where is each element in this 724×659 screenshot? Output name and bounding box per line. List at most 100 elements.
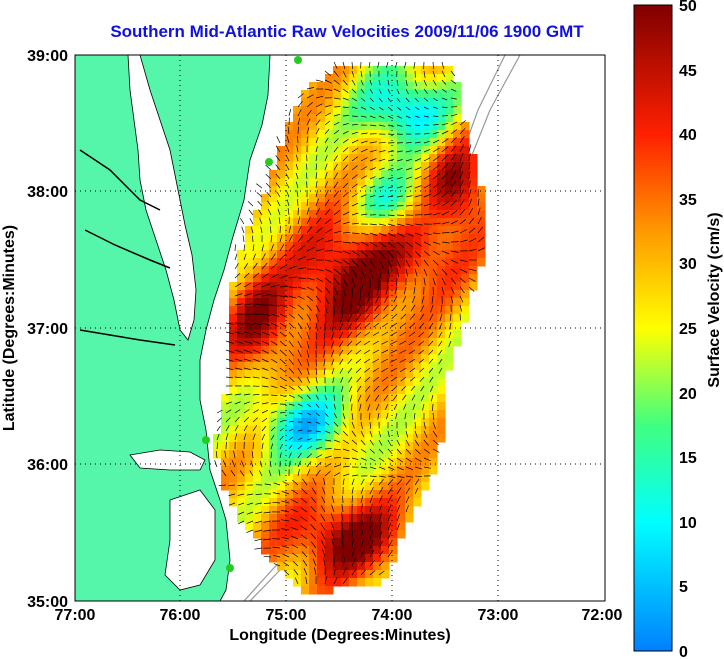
velocity-vector: [430, 394, 434, 402]
velocity-vector: [351, 106, 358, 110]
velocity-vector: [351, 232, 360, 234]
velocity-vector: [333, 394, 335, 401]
velocity-cell: [261, 466, 270, 475]
velocity-vector: [216, 425, 221, 432]
velocity-vector: [405, 439, 410, 447]
velocity-cell: [285, 498, 294, 507]
velocity-cell: [237, 506, 246, 515]
velocity-cell: [325, 114, 334, 123]
velocity-cell: [397, 274, 406, 283]
velocity-vector: [450, 162, 456, 171]
velocity-vector: [408, 331, 416, 337]
velocity-vector: [450, 129, 458, 135]
velocity-cell: [261, 490, 270, 499]
velocity-cell: [253, 226, 262, 235]
velocity-vector: [282, 481, 290, 486]
velocity-vector: [369, 503, 373, 513]
velocity-vector: [387, 97, 392, 103]
velocity-vector: [297, 216, 301, 225]
velocity-vector: [368, 61, 371, 69]
velocity-vector: [432, 250, 440, 256]
velocity-cell: [437, 290, 446, 299]
velocity-cell: [349, 226, 358, 235]
velocity-cell: [405, 466, 414, 475]
velocity-cell: [261, 258, 270, 267]
velocity-cell: [389, 66, 398, 75]
velocity-vector: [387, 159, 394, 162]
velocity-vector: [252, 293, 262, 297]
velocity-cell: [269, 266, 278, 275]
velocity-cell: [429, 98, 438, 107]
velocity-cell: [269, 354, 278, 363]
velocity-cell: [317, 226, 326, 235]
velocity-cell: [325, 578, 334, 587]
velocity-cell: [301, 114, 310, 123]
velocity-cell: [373, 554, 382, 563]
velocity-vector: [401, 304, 407, 312]
velocity-cell: [405, 386, 414, 395]
velocity-cell: [381, 370, 390, 379]
velocity-cell: [301, 162, 310, 171]
velocity-cell: [477, 202, 486, 211]
velocity-vector: [302, 559, 308, 567]
velocity-vector: [330, 530, 335, 540]
velocity-cell: [237, 498, 246, 507]
velocity-vector: [333, 403, 336, 410]
velocity-vector: [263, 502, 272, 504]
velocity-vector: [414, 124, 421, 127]
velocity-cell: [301, 370, 310, 379]
velocity-cell: [437, 178, 446, 187]
velocity-cell: [309, 378, 318, 387]
velocity-vector: [351, 202, 359, 207]
velocity-cell: [293, 306, 302, 315]
velocity-vector: [351, 495, 354, 504]
velocity-cell: [309, 562, 318, 571]
velocity-cell: [413, 122, 422, 131]
velocity-vector: [378, 186, 385, 189]
velocity-vector: [279, 295, 289, 298]
velocity-cell: [405, 442, 414, 451]
velocity-cell: [325, 82, 334, 91]
velocity-cell: [301, 338, 310, 347]
velocity-vector: [351, 115, 358, 117]
velocity-vector: [450, 286, 455, 295]
velocity-vector: [225, 433, 229, 441]
velocity-cell: [389, 322, 398, 331]
velocity-vector: [347, 313, 353, 322]
velocity-cell: [229, 450, 238, 459]
velocity-vector: [396, 250, 403, 259]
velocity-vector: [297, 385, 303, 391]
velocity-cell: [333, 322, 342, 331]
velocity-cell: [365, 106, 374, 115]
velocity-cell: [333, 114, 342, 123]
velocity-cell: [365, 562, 374, 571]
velocity-cell: [317, 530, 326, 539]
velocity-vector: [402, 295, 407, 303]
velocity-cell: [341, 498, 350, 507]
velocity-vector: [396, 457, 403, 463]
velocity-vector: [450, 295, 454, 304]
velocity-cell: [429, 266, 438, 275]
velocity-cell: [309, 250, 318, 259]
velocity-cell: [269, 298, 278, 307]
velocity-vector: [369, 176, 376, 180]
velocity-vector: [306, 257, 316, 261]
velocity-vector: [306, 394, 311, 400]
velocity-vector: [297, 429, 303, 432]
velocity-cell: [325, 586, 334, 595]
velocity-cell: [341, 274, 350, 283]
velocity-cell: [277, 202, 286, 211]
velocity-cell: [325, 226, 334, 235]
velocity-vector: [421, 295, 425, 304]
velocity-vector: [270, 385, 278, 389]
velocity-vector: [216, 433, 220, 441]
velocity-vector: [432, 173, 440, 180]
velocity-cell: [277, 210, 286, 219]
velocity-vector: [261, 283, 271, 288]
velocity-vector: [323, 557, 326, 567]
velocity-cell: [309, 506, 318, 515]
velocity-vector: [324, 163, 328, 171]
velocity-cell: [445, 122, 454, 131]
velocity-vector: [391, 385, 398, 391]
velocity-cell: [285, 290, 294, 299]
